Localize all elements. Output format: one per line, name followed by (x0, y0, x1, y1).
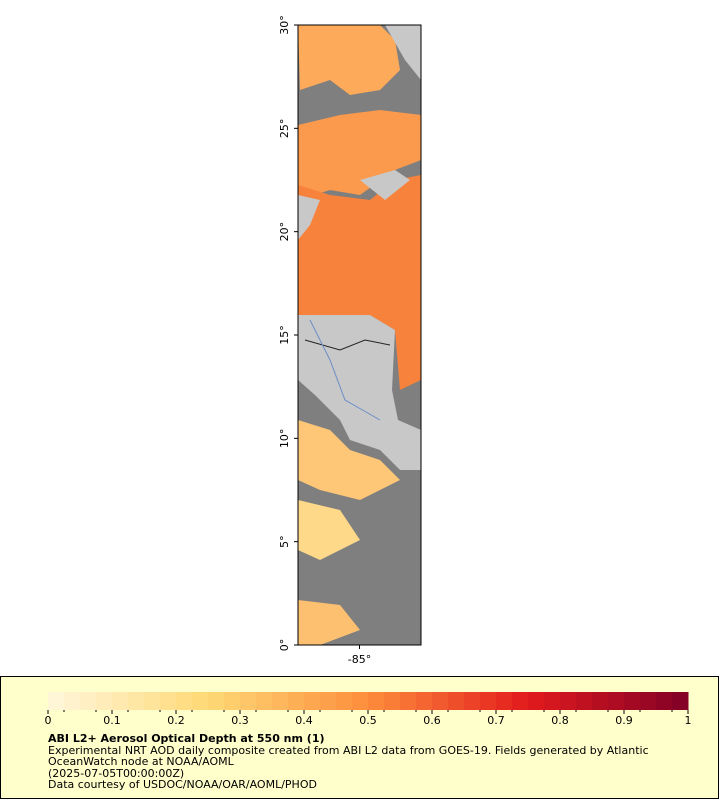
colorbar-segment (240, 692, 257, 710)
colorbar-segment (416, 692, 433, 710)
colorbar-segment (592, 692, 609, 710)
colorbar-segment (528, 692, 545, 710)
colorbar-segment (624, 692, 641, 710)
colorbar-tick-label: 0.8 (551, 714, 569, 727)
colorbar-segment (448, 692, 465, 710)
aerosol-area (298, 110, 421, 200)
aerosol-area (298, 25, 400, 95)
colorbar-segment (304, 692, 321, 710)
colorbar-segment (576, 692, 593, 710)
colorbar-segment (384, 692, 401, 710)
colorbar-segment (320, 692, 337, 710)
colorbar-tick-label: 0.4 (295, 714, 313, 727)
colorbar-segment (544, 692, 561, 710)
colorbar-segment (96, 692, 113, 710)
colorbar-segment (256, 692, 273, 710)
y-tick-label: 30° (278, 15, 291, 35)
colorbar-segment (512, 692, 529, 710)
colorbar-segment (560, 692, 577, 710)
map (297, 24, 422, 646)
colorbar-tick-label: 0.1 (103, 714, 121, 727)
colorbar-segment (400, 692, 417, 710)
colorbar-segment (208, 692, 225, 710)
colorbar-segment (352, 692, 369, 710)
colorbar-tick-label: 0.3 (231, 714, 249, 727)
y-tick-label: 25° (278, 119, 291, 139)
colorbar-segment (672, 692, 689, 710)
colorbar-tick-label: 0.9 (615, 714, 633, 727)
aerosol-area (298, 175, 421, 390)
colorbar-segment (288, 692, 305, 710)
colorbar-segment (48, 692, 65, 710)
colorbar-segment (496, 692, 513, 710)
legend-title: ABI L2+ Aerosol Optical Depth at 550 nm … (48, 732, 325, 745)
colorbar-segment (336, 692, 353, 710)
colorbar-segment (176, 692, 193, 710)
colorbar-segment (464, 692, 481, 710)
colorbar-segment (640, 692, 657, 710)
colorbar-segment (112, 692, 129, 710)
colorbar-segment (432, 692, 449, 710)
colorbar-segment (224, 692, 241, 710)
y-tick-label: 0° (278, 639, 291, 652)
y-tick-label: 5° (278, 535, 291, 548)
colorbar-tick-label: 0 (45, 714, 52, 727)
colorbar-segment (480, 692, 497, 710)
legend-line: (2025-07-05T00:00:00Z) (48, 767, 184, 780)
colorbar-tick-label: 0.7 (487, 714, 505, 727)
y-tick-label: 20° (278, 222, 291, 242)
colorbar-segment (368, 692, 385, 710)
colorbar-segment (656, 692, 673, 710)
aerosol-area (298, 420, 400, 500)
land (298, 195, 320, 240)
colorbar-segment (128, 692, 145, 710)
land (298, 315, 421, 470)
colorbar-segment (608, 692, 625, 710)
colorbar-segment (80, 692, 97, 710)
colorbar-segment (64, 692, 81, 710)
colorbar-segment (160, 692, 177, 710)
colorbar-tick-label: 0.6 (423, 714, 441, 727)
aerosol-area (298, 600, 360, 645)
legend-line: Data courtesy of USDOC/NOAA/OAR/AOML/PHO… (48, 778, 317, 791)
colorbar-segment (192, 692, 209, 710)
colorbar-tick-label: 1 (685, 714, 692, 727)
y-tick-label: 10° (278, 429, 291, 449)
land (385, 25, 421, 80)
river (309, 319, 381, 421)
x-tick-label: -85° (348, 653, 371, 666)
y-tick-label: 15° (278, 325, 291, 345)
legend-line: OceanWatch node at NOAA/AOML (48, 755, 235, 768)
colorbar-segment (272, 692, 289, 710)
colorbar-tick-label: 0.5 (359, 714, 377, 727)
legend-line: Experimental NRT AOD daily composite cre… (48, 744, 649, 757)
land (360, 170, 410, 200)
aerosol-area (298, 500, 360, 560)
colorbar-tick-label: 0.2 (167, 714, 185, 727)
colorbar-segment (144, 692, 161, 710)
